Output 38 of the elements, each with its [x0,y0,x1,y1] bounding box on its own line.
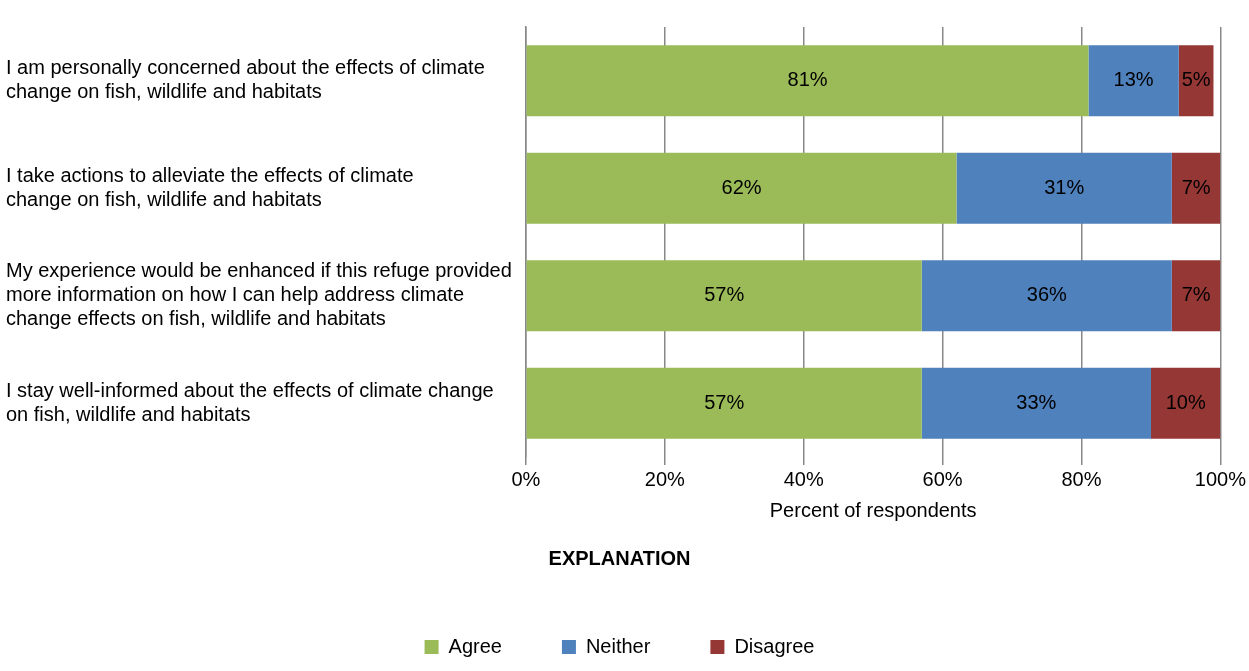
data-label: 33% [1016,390,1057,413]
y-tick-label: I stay well-informed about the effects of climate change on fish, wildlife and habitats [6,378,494,425]
data-label: 7% [1181,283,1211,306]
data-label: 31% [1044,175,1085,198]
y-tick-label: I am personally concerned about the effects of climate change on fish, wildlife and habitats [6,56,485,103]
x-axis-title: Percent of respondents [769,498,977,521]
data-label: 7% [1181,175,1211,198]
y-tick-label: My experience would be enhanced if this refuge provided more information on how I can help address climate change effects on fish, wildlife and habitats [6,259,512,330]
bar [921,260,1172,332]
data-label: 36% [1026,283,1068,306]
data-label: 13% [1113,68,1154,91]
x-tick-label: 80% [1061,467,1102,490]
data-label: 57% [704,283,745,306]
bar [1088,45,1179,117]
legend-label: Agree [448,634,502,657]
data-label: 62% [721,175,762,198]
bar [1171,260,1221,332]
bar [921,367,1151,439]
y-tick-label: I take actions to alleviate the effects of climate change on fish, wildlife and habitats [6,163,414,210]
bar [526,152,957,224]
x-tick-label: 20% [644,467,686,490]
data-label: 5% [1181,68,1211,91]
bar [526,45,1089,117]
data-label: 81% [787,68,828,91]
x-tick-label: 40% [783,467,824,490]
bar [1171,152,1221,224]
legend-label: Neither [585,634,651,657]
x-tick-label: 100% [1194,467,1247,490]
legend-label: Disagree [734,634,815,657]
bar [1150,367,1221,439]
data-label: 10% [1165,390,1206,413]
bar [526,367,922,439]
bar [526,260,922,332]
bar [956,152,1172,224]
legend-title: EXPLANATION [548,546,691,569]
data-label: 57% [704,390,745,413]
x-tick-label: 0% [511,467,541,490]
x-tick-label: 60% [922,467,963,490]
